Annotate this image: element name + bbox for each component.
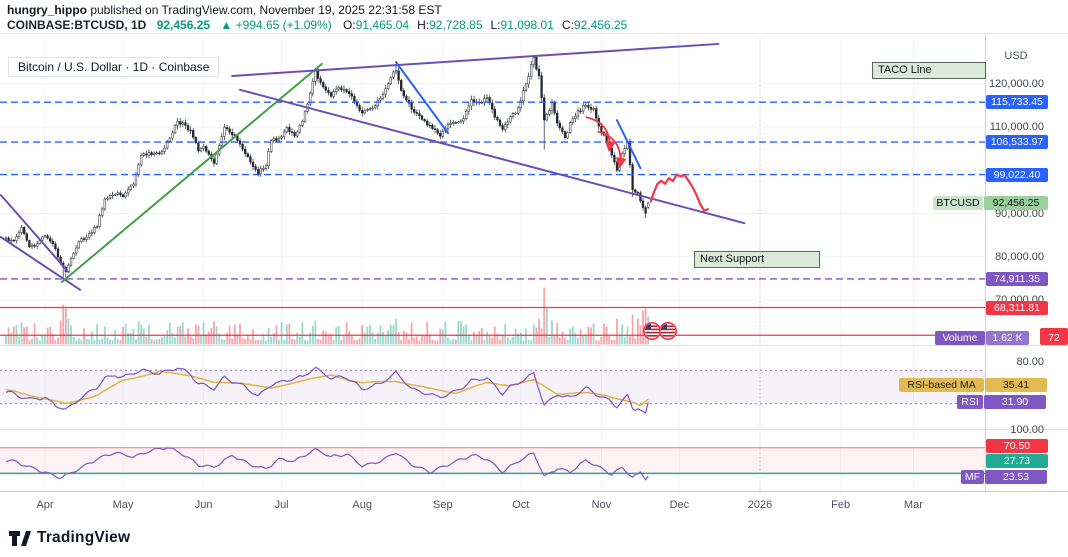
time-axis-label: Oct	[512, 499, 530, 511]
time-axis-label: Dec	[669, 499, 690, 511]
symbol-interval[interactable]: COINBASE:BTCUSD, 1D	[7, 18, 147, 32]
price-axis-label: 90,000.00	[995, 207, 1044, 220]
descending-support	[239, 88, 746, 225]
volume-axis-badge: 72	[1040, 331, 1068, 345]
level-badge: 68,311.81	[986, 300, 1048, 315]
august-breakdown	[395, 61, 449, 135]
taco-line-annotation[interactable]: TACO Line	[872, 62, 986, 79]
red-curved-arrow	[597, 130, 627, 169]
rsi-ma-badge: RSI-based MA 35.41	[899, 378, 1047, 392]
time-axis-label: Sep	[433, 499, 453, 511]
ohlc-value: 92,456.25	[573, 18, 628, 32]
time-axis-label: Apr	[36, 499, 54, 511]
red-curved-arrow	[585, 116, 616, 153]
red-projection-path	[649, 173, 710, 212]
price-axis-label: 100.00	[1010, 424, 1044, 436]
level-badge: 99,022.40	[986, 167, 1048, 182]
level-badge: 74,911.35	[986, 271, 1048, 286]
last-price-badge: BTCUSD 92,456.25	[933, 196, 1048, 210]
time-axis-label: Jul	[274, 499, 289, 511]
falling-wedge-lower	[0, 236, 82, 291]
ohlc-value: 91,465.04	[355, 18, 410, 32]
level-badge: 106,533.97	[986, 135, 1048, 150]
ascending-trendline	[60, 62, 323, 284]
annotations-layer	[585, 116, 710, 340]
candlestick-series	[4, 55, 650, 282]
rsi-badge: RSI 31.90	[957, 395, 1046, 409]
time-axis-label: Nov	[591, 499, 612, 511]
trendline-drawings	[0, 42, 746, 291]
time-axis-label: Jun	[194, 499, 213, 511]
us-flag-circle-icon	[658, 321, 677, 340]
publish-bar: hungry_hippo published on TradingView.co…	[7, 3, 442, 17]
ohlc-key: L:	[490, 18, 501, 32]
time-axis[interactable]: Apr May Jun Jul Aug Sep Oct Nov Dec 2026 Feb Mar	[0, 492, 1068, 518]
ohlc-value: 91,098.01	[500, 18, 554, 32]
brand-name: TradingView	[37, 529, 131, 546]
last-price: 92,456.25	[156, 18, 211, 32]
time-axis-label: 2026	[747, 499, 773, 511]
time-axis-label: Mar	[903, 499, 923, 511]
price-axis-label: 80,000.00	[995, 250, 1044, 263]
ohlc-values: O:91,465.04 H:92,728.85 L:91,098.01 C:92,45…	[335, 18, 627, 32]
publisher-link[interactable]: hungry_hippo	[7, 3, 87, 17]
price-axis-label: 120,000.00	[988, 77, 1044, 90]
november-breakdown	[616, 119, 642, 170]
time-axis-label: Aug	[352, 499, 372, 511]
symbol-info-bar: COINBASE:BTCUSD, 1D 92,456.25 ▲ +994.65 …	[7, 18, 627, 32]
price-axis-label: 80.00	[1016, 355, 1044, 368]
ohlc-value: 92,728.85	[429, 18, 483, 32]
publish-info: published on TradingView.com, November 1…	[87, 3, 442, 17]
mf-upper-badge: 70.50	[986, 439, 1048, 453]
price-axis-currency[interactable]: USD	[1004, 50, 1028, 62]
footer-branding[interactable]: TradingView	[8, 526, 130, 550]
volume-badge: Volume 1.62 K	[935, 331, 1029, 345]
price-change: ▲ +994.65 (+1.09%)	[220, 18, 332, 32]
indicator-pane-bands	[0, 369, 985, 475]
pane-frames	[0, 33, 1068, 492]
next-support-annotation[interactable]: Next Support	[694, 251, 820, 268]
chart-legend-title[interactable]: Bitcoin / U.S. Dollar · 1D · Coinbase	[8, 57, 220, 77]
horizontal-price-levels	[0, 101, 985, 336]
price-axis-label: 110,000.00	[989, 121, 1044, 134]
mf-badge: MF 23.53	[961, 470, 1047, 484]
ohlc-key: O:	[343, 18, 356, 32]
time-axis-label: May	[112, 499, 134, 511]
level-badge: 115,733.45	[986, 95, 1048, 110]
ohlc-key: H:	[417, 18, 430, 32]
taco-upper-trendline	[231, 42, 720, 77]
mf-lower-badge: 27.73	[986, 454, 1048, 468]
indicator-lines	[5, 366, 649, 481]
time-axis-label: Feb	[831, 499, 851, 511]
tradingview-logo-icon	[9, 531, 31, 546]
us-flag-circle-icon	[642, 321, 661, 340]
volume-bars	[5, 287, 650, 345]
ohlc-key: C:	[561, 18, 574, 32]
falling-wedge-upper	[0, 194, 70, 274]
